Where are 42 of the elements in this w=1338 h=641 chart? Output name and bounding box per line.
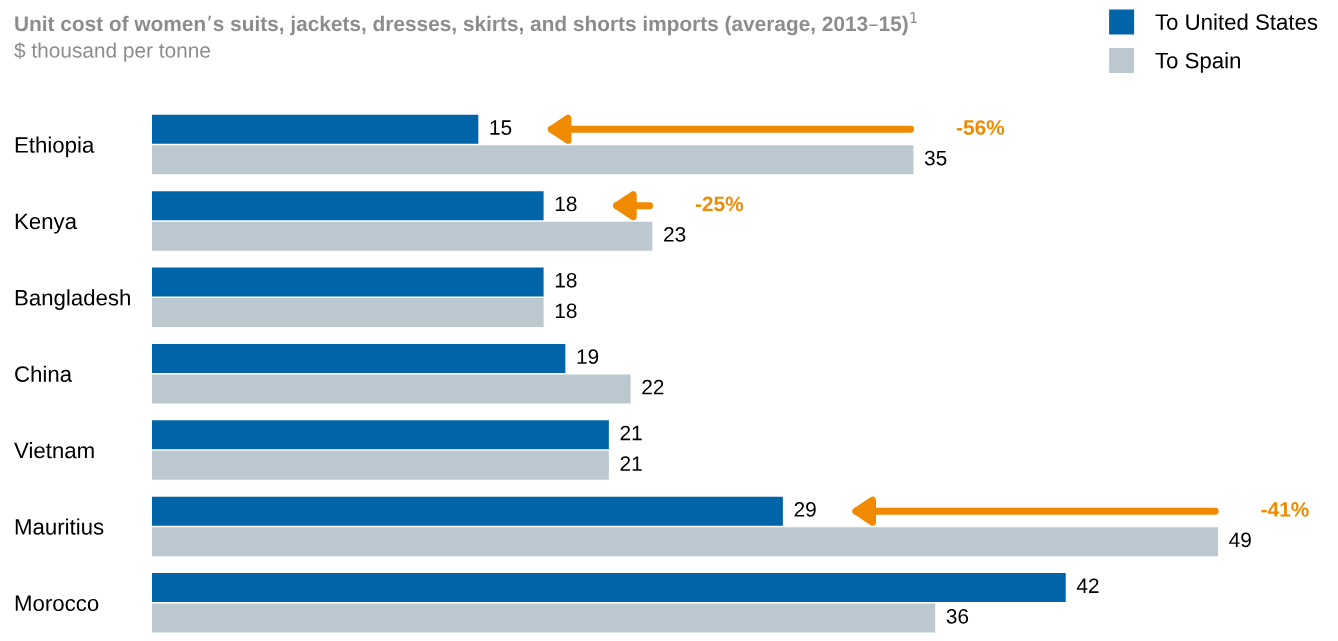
bar	[152, 191, 544, 221]
bar	[152, 603, 936, 633]
bar	[152, 343, 566, 373]
bar	[152, 145, 914, 175]
data-label: 35	[924, 150, 947, 166]
bar	[152, 573, 1066, 603]
bar	[152, 374, 631, 404]
data-label: 22	[642, 379, 664, 395]
bar	[152, 221, 653, 251]
y-tick-label: Mauritius	[15, 518, 104, 535]
y-tick-label: Vietnam	[14, 442, 94, 459]
data-label: 49	[1229, 532, 1251, 548]
bar	[152, 527, 1218, 557]
data-label: 18	[555, 196, 577, 212]
chart-title: Unit cost of women’s suits, jackets, dresses, skirts, and shorts imports (average, 2013–15)$^{1}$	[15, 12, 917, 36]
data-label: 18	[555, 303, 577, 319]
y-tick-label: Bangladesh	[15, 289, 130, 310]
legend-label: To Spain	[1155, 52, 1240, 73]
bar	[152, 420, 609, 450]
bar	[152, 496, 783, 526]
y-tick-label: Ethiopia	[15, 136, 95, 158]
y-tick-label: Morocco	[15, 595, 99, 612]
data-label: 21	[620, 456, 642, 471]
y-tick-label: Kenya	[15, 213, 78, 234]
bar	[152, 267, 544, 297]
bar	[152, 450, 609, 480]
data-label: 42	[1076, 578, 1099, 593]
data-label: 19	[577, 349, 599, 365]
data-label: 29	[794, 502, 816, 517]
annotation: -41%	[1261, 502, 1309, 517]
annotation: -25%	[695, 196, 744, 212]
data-label: 36	[946, 608, 969, 624]
bar	[152, 298, 544, 328]
data-label: 15	[490, 120, 512, 135]
legend-label: To United States	[1155, 13, 1318, 30]
data-label: 21	[620, 425, 642, 441]
data-label: 18	[555, 272, 577, 288]
annotation: -56%	[956, 120, 1005, 135]
data-label: 23	[664, 227, 686, 242]
y-tick-label: China	[15, 365, 73, 382]
chart-subtitle: $ thousand per tonne	[14, 42, 210, 62]
bar	[152, 114, 479, 144]
